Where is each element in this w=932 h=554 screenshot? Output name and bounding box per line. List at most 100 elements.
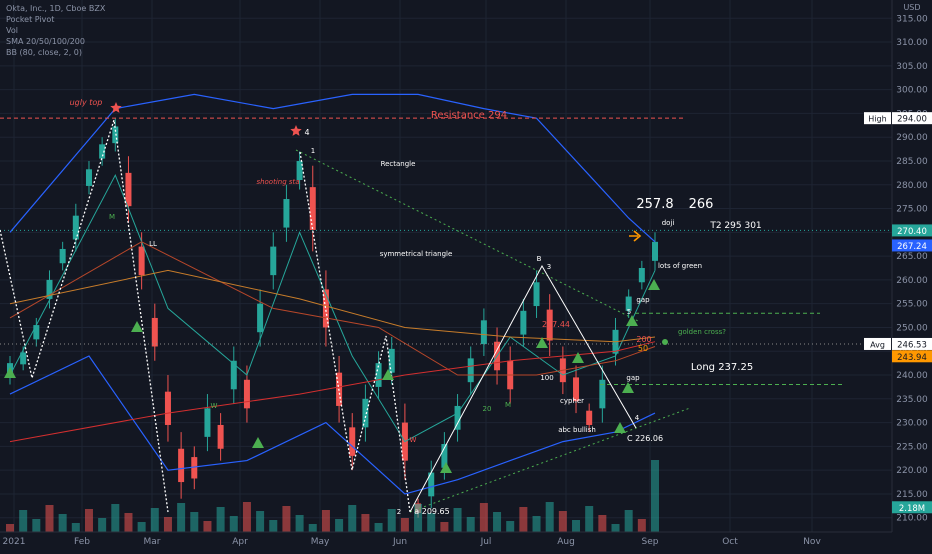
annotation-label: 266: [689, 197, 714, 212]
volume-bar: [177, 503, 186, 532]
price-tick-label: 210.00: [896, 514, 928, 524]
pocket-pivot-triangle-icon: [440, 462, 452, 473]
price-label-name: High: [868, 115, 886, 124]
volume-bar: [163, 517, 172, 532]
volume-bar: [598, 515, 607, 532]
annotation-label: 4: [635, 414, 640, 422]
price-tick-label: 230.00: [896, 419, 928, 429]
volume-bar: [282, 506, 291, 532]
pocket-pivot-triangle-icon: [131, 321, 143, 332]
candle-body: [112, 126, 119, 144]
candle-body: [59, 248, 66, 264]
volume-bar: [71, 523, 80, 532]
volume-bar: [637, 519, 646, 532]
bollinger-upper-line: [9, 93, 656, 243]
candle-body: [164, 391, 171, 425]
volume-bar: [414, 504, 423, 532]
candle-body: [375, 363, 382, 387]
volume-bar: [624, 510, 633, 532]
time-tick-label: Apr: [232, 537, 248, 547]
annotation-label: W: [410, 436, 417, 444]
annotation-label: gap: [626, 374, 640, 382]
pocket-pivot-triangle-icon: [626, 315, 638, 326]
candle-body: [625, 296, 632, 311]
candle-body: [230, 360, 237, 390]
volume-bar: [137, 522, 146, 532]
volume-bar: [453, 508, 462, 532]
candle-body: [20, 352, 27, 365]
price-tick-label: 280.00: [896, 181, 928, 191]
annotation-label: gap: [636, 296, 650, 304]
price-axis-panel: [892, 0, 932, 550]
volume-bar: [611, 524, 620, 532]
price-tick-label: 290.00: [896, 133, 928, 143]
candle-body: [638, 268, 645, 283]
legend-indicator-bb: BB (80, close, 2, 0): [6, 48, 82, 57]
price-tick-label: 225.00: [896, 442, 928, 452]
legend-indicator-vol: Vol: [6, 26, 18, 35]
sma100-line: [9, 269, 656, 343]
pattern-lines: [0, 119, 691, 513]
annotation-label: 4: [304, 128, 309, 137]
volume-bar: [295, 515, 304, 532]
annotation-label: B: [537, 255, 542, 263]
annotation-label: LL: [149, 240, 157, 248]
price-label-tag: [864, 337, 891, 350]
sma50-line: [9, 241, 656, 376]
golden-cross-icon: [662, 339, 668, 345]
candle-body: [454, 405, 461, 430]
candle-body: [204, 408, 211, 437]
candle-body: [191, 457, 198, 479]
candle-body: [441, 444, 448, 468]
annotation-label: 257.8: [636, 197, 673, 212]
volume-bar: [45, 505, 54, 532]
annotations: ugly top 4 1 shooting sta Rectangle symmetric…: [70, 98, 762, 516]
price-label-box: [892, 350, 932, 363]
annotation-label: ugly top: [70, 98, 103, 107]
time-tick-label: Nov: [803, 537, 821, 547]
time-tick-label: Jun: [392, 537, 407, 547]
price-label-name: Avg: [870, 340, 885, 349]
annotation-label: 1: [311, 147, 315, 155]
volume-bar: [493, 512, 502, 532]
candle-body: [546, 309, 553, 341]
time-tick-label: Aug: [557, 537, 575, 547]
time-axis-panel: [0, 532, 892, 550]
candle-body: [467, 358, 474, 383]
price-tick-label: 265.00: [896, 252, 928, 262]
price-label-box: [892, 224, 932, 237]
volume-bar: [466, 517, 475, 532]
candle-body: [33, 325, 40, 340]
volume-bar: [479, 503, 488, 532]
sma20-line: [9, 174, 656, 443]
volume-bar: [321, 510, 330, 532]
volume-bar: [506, 521, 515, 532]
pocket-pivot-triangle-icon: [572, 352, 584, 363]
annotation-label: Long 237.25: [691, 362, 753, 373]
candle-body: [349, 427, 356, 456]
volume-bar: [98, 518, 107, 532]
candle-body: [533, 282, 540, 307]
candle-body: [520, 310, 527, 335]
time-tick-label: Feb: [74, 537, 90, 547]
price-tick-label: 255.00: [896, 300, 928, 310]
volume-bar: [545, 502, 554, 532]
arrow-right-icon: [629, 230, 642, 242]
grid-lines: [0, 0, 892, 532]
price-label-box: [892, 337, 932, 350]
annotation-label: golden cross?: [678, 328, 726, 336]
pocket-pivot-triangle-icon: [252, 437, 264, 448]
time-tick-label: Sep: [642, 537, 659, 547]
price-tick-label: 260.00: [896, 276, 928, 286]
volume-bar: [150, 508, 159, 532]
candle-body: [362, 398, 369, 428]
annotation-label: abc bullish: [558, 426, 596, 434]
price-tick-label: 285.00: [896, 157, 928, 167]
volume-bar: [256, 511, 265, 532]
annotation-label: a 209.65: [414, 507, 449, 516]
volume-bar: [585, 506, 594, 532]
annotation-label: 20: [483, 405, 492, 413]
volume-bar: [335, 519, 344, 532]
